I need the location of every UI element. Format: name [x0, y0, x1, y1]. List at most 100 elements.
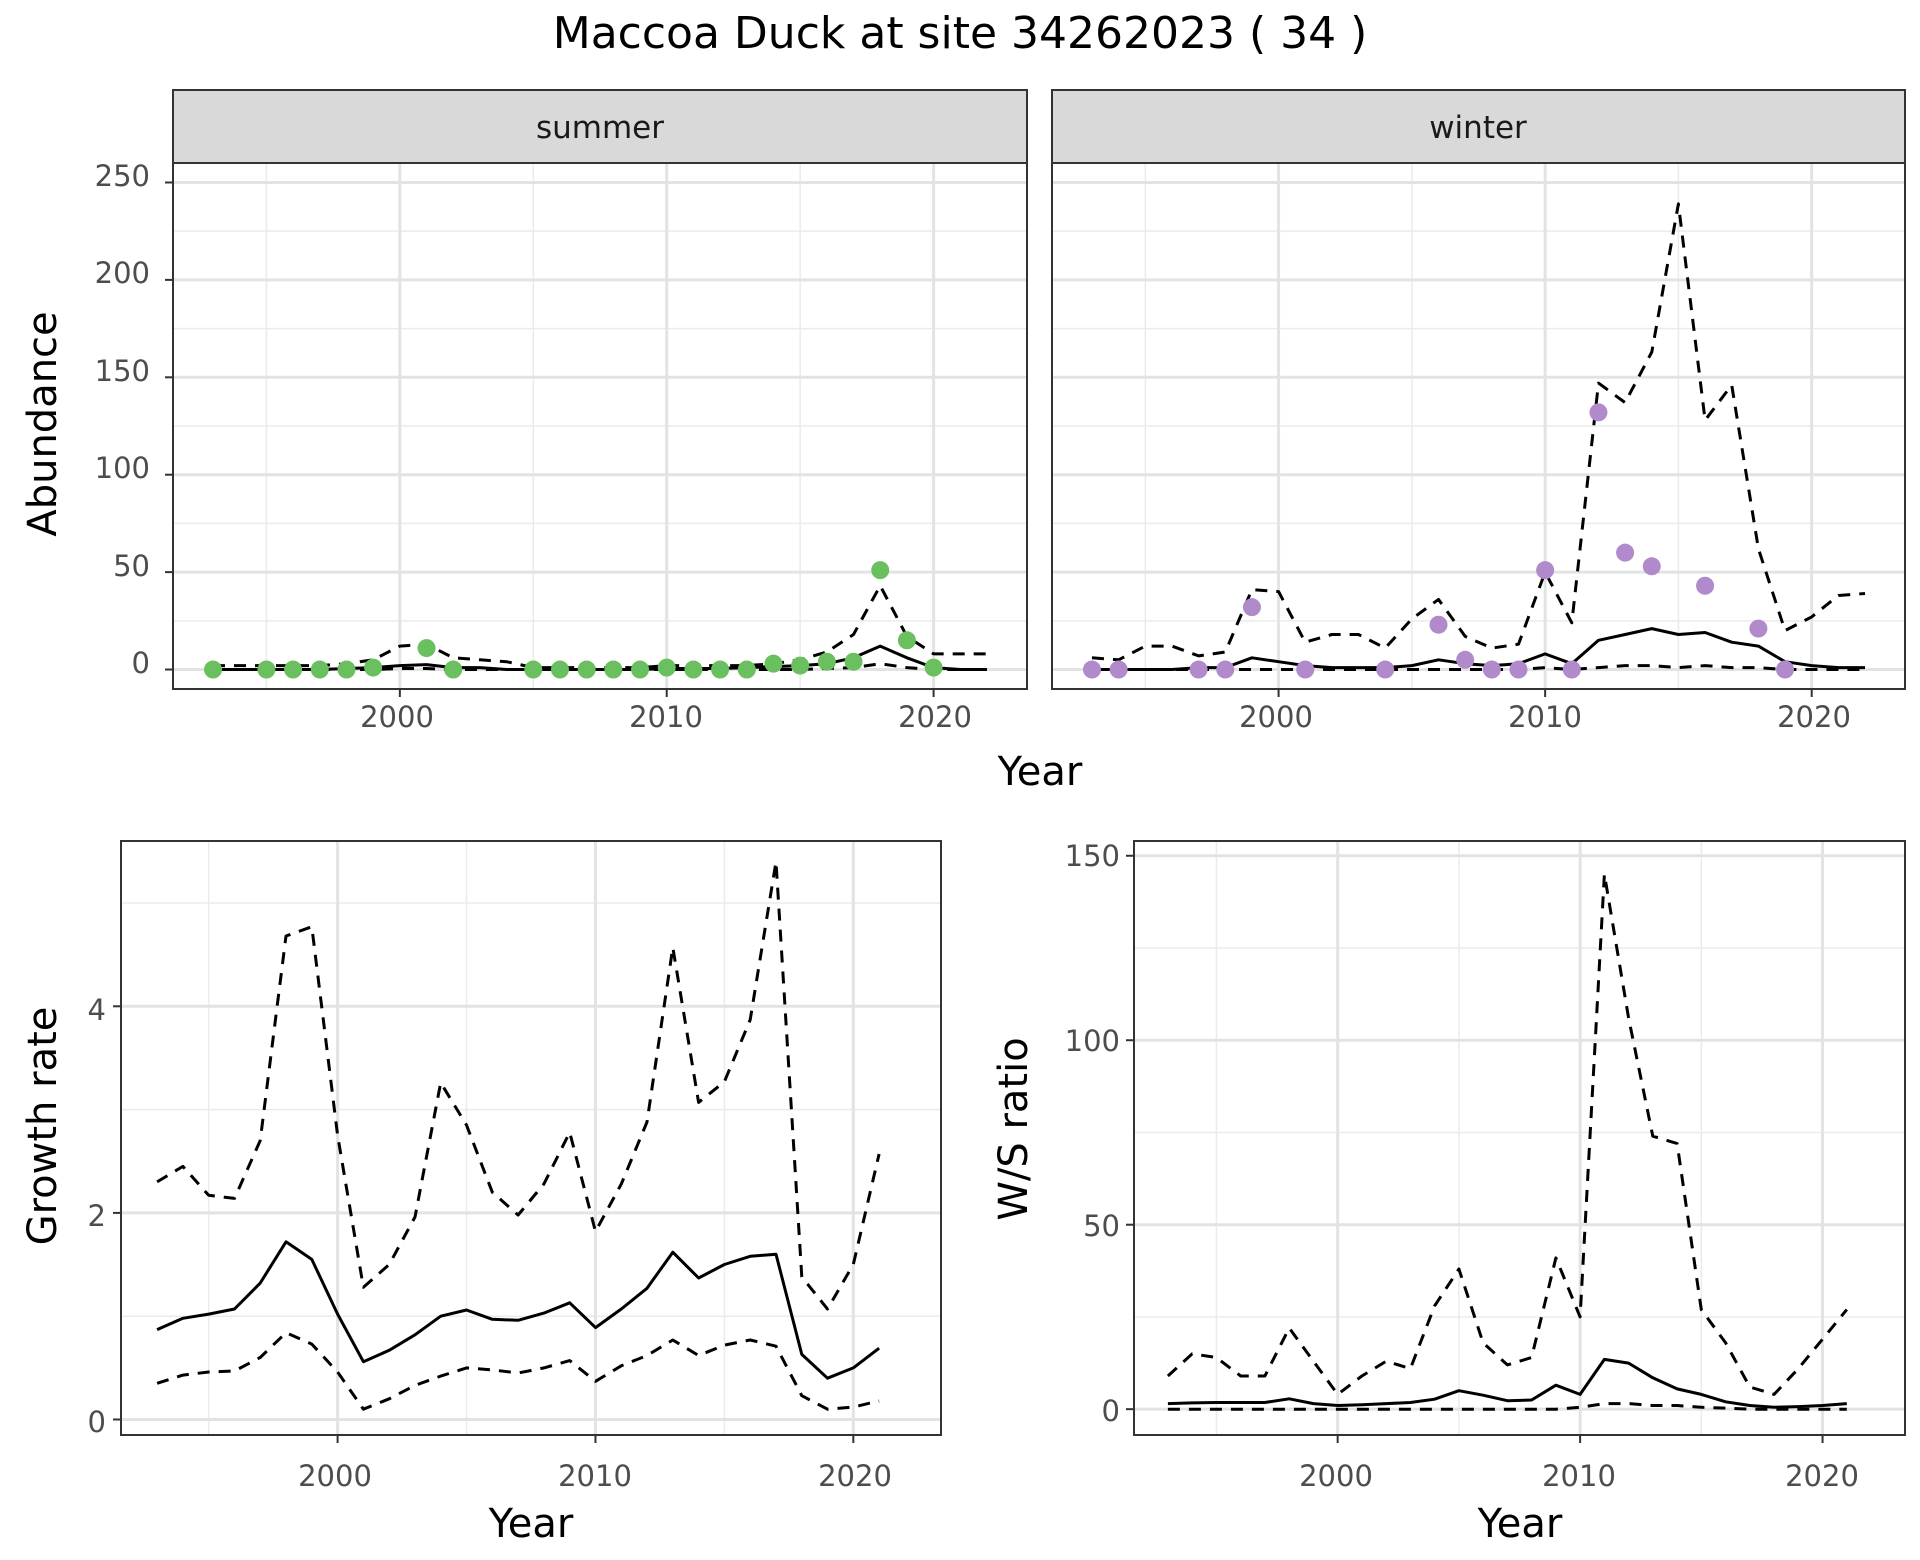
abundance-y-ticks: 0 50 100 150 200 250 — [95, 159, 150, 680]
ratio-y-axis-title: W/S ratio — [991, 1037, 1037, 1220]
winter-point — [1082, 660, 1101, 679]
ratio-line-estimate — [1167, 1357, 1847, 1409]
summer-x-tick-2020: 2020 — [898, 700, 972, 734]
plot-growth — [113, 840, 942, 1443]
strip-winter-background — [1051, 89, 1906, 164]
summer-point — [844, 652, 863, 671]
plot-summer — [165, 162, 1028, 697]
summer-point — [711, 660, 730, 679]
ratio-y-tick-0: 0 — [1102, 1394, 1120, 1428]
strip-winter-label: winter — [1429, 110, 1527, 146]
growth-x-ticks: 2000 2010 2020 — [298, 1459, 892, 1493]
summer-point — [257, 660, 276, 679]
summer-point — [764, 654, 783, 673]
growth-y-tick-4: 4 — [88, 993, 106, 1027]
panel-growth-rate: 0 2 4 2000 2010 2020 Year Growth rate — [20, 840, 942, 1547]
winter-point — [1296, 660, 1315, 679]
abundance-y-tick-150: 150 — [95, 354, 150, 388]
winter-point — [1242, 598, 1261, 617]
summer-point — [631, 660, 650, 679]
abundance-y-tick-100: 100 — [95, 451, 150, 485]
facet-winter: winter — [1051, 89, 1906, 697]
summer-point — [684, 660, 703, 679]
ratio-panel-border — [1133, 840, 1906, 1436]
winter-point — [1616, 543, 1635, 562]
summer-point — [284, 660, 303, 679]
summer-panel-border — [172, 162, 1028, 690]
growth-y-tick-0: 0 — [88, 1405, 106, 1439]
winter-line-estimate — [1092, 627, 1865, 671]
summer-point — [337, 660, 356, 679]
growth-x-tick-2010: 2010 — [558, 1459, 632, 1493]
winter-line-upper — [1091, 202, 1866, 662]
abundance-y-tick-50: 50 — [113, 549, 150, 583]
winter-point — [1776, 660, 1795, 679]
growth-x-tick-2020: 2020 — [818, 1459, 892, 1493]
winter-x-tick-2000: 2000 — [1239, 700, 1313, 734]
summer-point — [897, 631, 916, 650]
abundance-y-tick-200: 200 — [95, 256, 150, 290]
ratio-x-tick-2000: 2000 — [1299, 1459, 1373, 1493]
summer-point — [524, 660, 543, 679]
summer-x-tick-2000: 2000 — [360, 700, 434, 734]
winter-point — [1749, 619, 1768, 638]
winter-point — [1189, 660, 1208, 679]
winter-point — [1216, 660, 1235, 679]
winter-point — [1109, 660, 1128, 679]
winter-point — [1482, 660, 1501, 679]
winter-x-tick-2010: 2010 — [1508, 700, 1582, 734]
ratio-x-tick-2020: 2020 — [1785, 1459, 1859, 1493]
summer-point — [604, 660, 623, 679]
growth-x-axis-title: Year — [488, 1501, 574, 1547]
ratio-y-tick-100: 100 — [1065, 1024, 1120, 1058]
winter-point — [1536, 561, 1555, 580]
growth-line-upper — [156, 860, 881, 1311]
summer-point — [310, 660, 329, 679]
strip-summer-background — [172, 89, 1028, 164]
summer-point — [737, 660, 756, 679]
winter-point — [1589, 403, 1608, 422]
ratio-line-upper — [1166, 872, 1848, 1396]
summer-point — [924, 658, 943, 677]
summer-point — [204, 660, 223, 679]
winter-point — [1562, 660, 1581, 679]
summer-point — [791, 656, 810, 675]
panel-ws-ratio: 0 50 100 150 2000 2010 2020 Year W/S rat… — [991, 839, 1906, 1547]
winter-point — [1509, 660, 1528, 679]
ratio-y-ticks: 0 50 100 150 — [1065, 839, 1120, 1428]
plot-winter — [1051, 162, 1906, 697]
winter-point — [1642, 557, 1661, 576]
summer-point — [550, 660, 569, 679]
winter-x-ticks: 2000 2010 2020 — [1239, 700, 1851, 734]
abundance-y-tick-0: 0 — [132, 646, 150, 680]
ratio-line-lower — [1167, 1402, 1847, 1411]
abundance-y-tick-250: 250 — [95, 159, 150, 193]
winter-point — [1696, 576, 1715, 595]
ratio-x-tick-2010: 2010 — [1542, 1459, 1616, 1493]
growth-y-axis-title: Growth rate — [20, 1007, 66, 1246]
summer-point — [364, 658, 383, 677]
winter-point — [1429, 615, 1448, 634]
summer-point — [577, 660, 596, 679]
summer-line-upper — [213, 584, 987, 670]
growth-y-tick-2: 2 — [88, 1199, 106, 1233]
facet-summer: summer — [165, 89, 1028, 697]
abundance-x-axis-title: Year — [997, 749, 1083, 795]
winter-point — [1376, 660, 1395, 679]
ratio-y-tick-150: 150 — [1065, 839, 1120, 873]
summer-point — [871, 561, 890, 580]
ratio-x-ticks: 2000 2010 2020 — [1299, 1459, 1859, 1493]
winter-panel-border — [1051, 162, 1906, 690]
ratio-y-tick-50: 50 — [1083, 1209, 1120, 1243]
winter-point — [1456, 650, 1475, 669]
summer-point — [444, 660, 463, 679]
ratio-x-axis-title: Year — [1477, 1501, 1563, 1547]
growth-line-lower — [156, 1331, 880, 1411]
figure-title: Maccoa Duck at site 34262023 ( 34 ) — [553, 8, 1368, 59]
plot-ratio — [1126, 840, 1906, 1443]
summer-point — [417, 639, 436, 658]
abundance-y-axis-title: Abundance — [20, 311, 66, 536]
winter-x-tick-2020: 2020 — [1777, 700, 1851, 734]
